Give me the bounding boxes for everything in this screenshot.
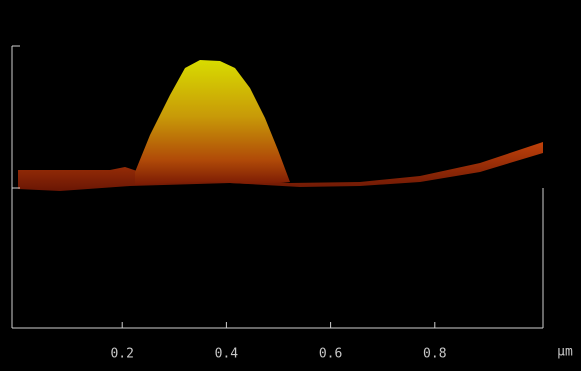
page: {"x_axis": {"lim": [0, 1], "ticks": [0.2… — [0, 0, 581, 371]
afm-view: µm 0.2 0.4 0.6 0.8 — [0, 0, 581, 371]
x-tick-label: 0.4 — [215, 347, 239, 362]
x-tick-label: 0.8 — [423, 347, 446, 362]
x-unit: µm — [557, 345, 573, 360]
x-tick-label: 0.2 — [110, 347, 133, 362]
x-tick-label: 0.6 — [319, 347, 342, 362]
